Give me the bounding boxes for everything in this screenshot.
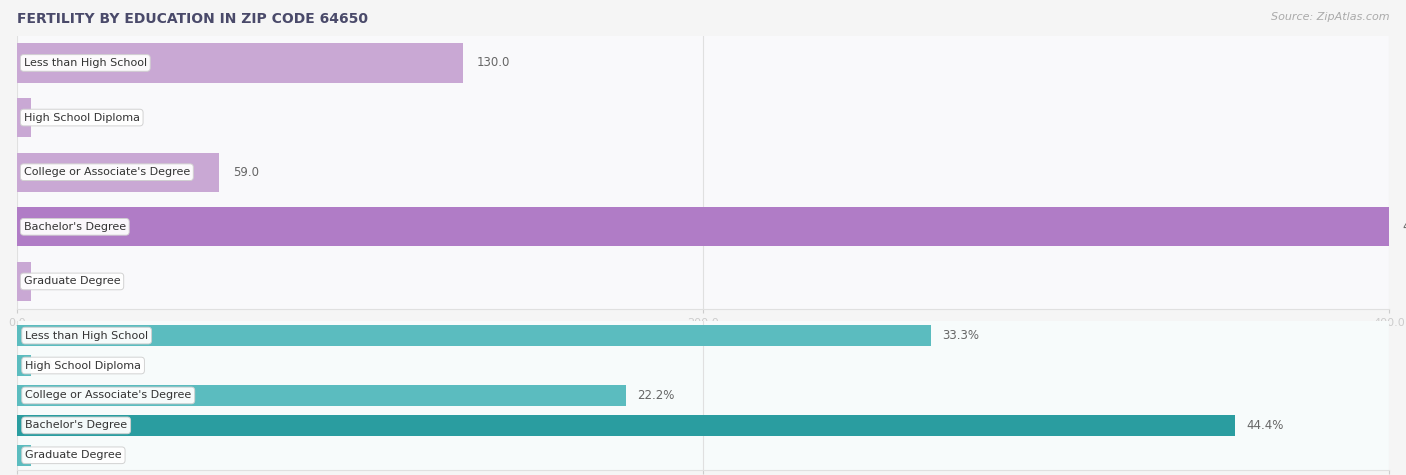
Text: College or Associate's Degree: College or Associate's Degree — [24, 167, 190, 177]
Text: 0.0%: 0.0% — [45, 359, 75, 372]
Text: FERTILITY BY EDUCATION IN ZIP CODE 64650: FERTILITY BY EDUCATION IN ZIP CODE 64650 — [17, 12, 368, 26]
Bar — [17, 410, 1389, 440]
Bar — [17, 445, 31, 466]
Text: 400.0: 400.0 — [1403, 220, 1406, 233]
Text: 0.0: 0.0 — [45, 111, 63, 124]
Bar — [17, 200, 1389, 254]
Bar — [17, 321, 1389, 351]
Text: Bachelor's Degree: Bachelor's Degree — [24, 222, 127, 232]
Bar — [17, 440, 1389, 470]
Text: High School Diploma: High School Diploma — [25, 361, 141, 370]
Bar — [17, 98, 31, 137]
Text: Less than High School: Less than High School — [24, 58, 146, 68]
Bar — [17, 207, 1389, 247]
Text: 0.0: 0.0 — [45, 275, 63, 288]
Text: Less than High School: Less than High School — [25, 331, 148, 341]
Bar — [17, 90, 1389, 145]
Bar — [17, 152, 219, 192]
Bar — [17, 385, 626, 406]
Text: 44.4%: 44.4% — [1246, 419, 1284, 432]
Bar — [17, 415, 1236, 436]
Bar — [17, 325, 931, 346]
Bar — [17, 145, 1389, 200]
Text: Bachelor's Degree: Bachelor's Degree — [25, 420, 127, 430]
Text: 33.3%: 33.3% — [942, 329, 979, 342]
Bar — [17, 262, 31, 301]
Text: 0.0%: 0.0% — [45, 449, 75, 462]
Bar — [17, 36, 1389, 90]
Text: 59.0: 59.0 — [233, 166, 259, 179]
Bar — [17, 380, 1389, 410]
Bar — [17, 355, 31, 376]
Text: High School Diploma: High School Diploma — [24, 113, 139, 123]
Text: 130.0: 130.0 — [477, 57, 510, 69]
Text: 22.2%: 22.2% — [637, 389, 675, 402]
Text: College or Associate's Degree: College or Associate's Degree — [25, 390, 191, 400]
Text: Source: ZipAtlas.com: Source: ZipAtlas.com — [1271, 12, 1389, 22]
Text: Graduate Degree: Graduate Degree — [24, 276, 121, 286]
Text: Graduate Degree: Graduate Degree — [25, 450, 122, 460]
Bar — [17, 351, 1389, 380]
Bar — [17, 43, 463, 83]
Bar — [17, 254, 1389, 309]
